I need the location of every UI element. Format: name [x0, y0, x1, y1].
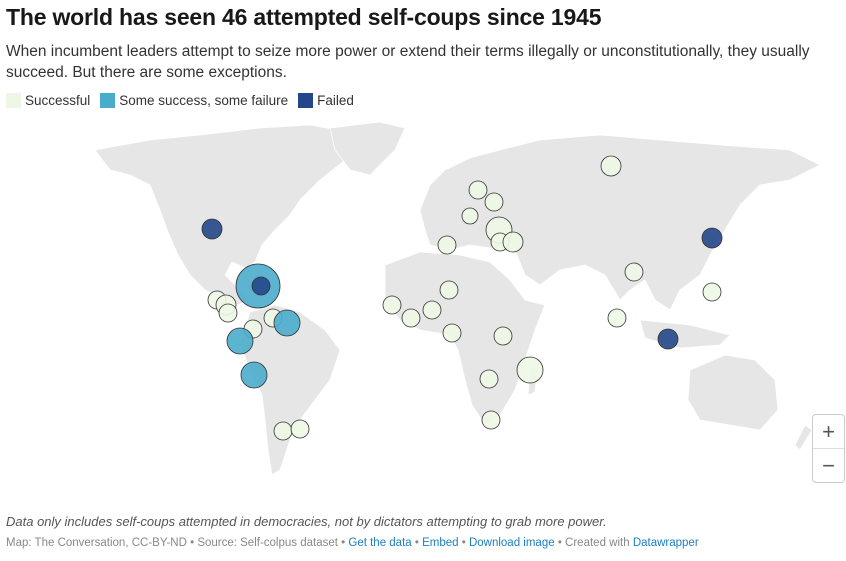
coup-marker-successful[interactable] [461, 207, 479, 225]
coup-marker-successful[interactable] [439, 280, 459, 300]
new-zealand [794, 424, 813, 451]
legend: Successful Some success, some failure Fa… [6, 93, 354, 108]
legend-item-mixed: Some success, some failure [100, 93, 288, 108]
southeast-asia-islands [639, 319, 731, 349]
footer: Map: The Conversation, CC-BY-ND • Source… [6, 537, 699, 549]
get-data-link[interactable]: Get the data [348, 537, 412, 549]
data-note: Data only includes self-coups attempted … [6, 514, 607, 529]
coup-marker-successful[interactable] [702, 282, 722, 302]
source: Source: Self-colpus dataset [197, 537, 338, 549]
africa [384, 251, 546, 426]
australia [687, 354, 779, 431]
coup-marker-failed[interactable] [201, 218, 223, 240]
zoom-in-button[interactable]: + [813, 415, 844, 449]
coup-marker-mixed[interactable] [273, 309, 301, 337]
legend-swatch [100, 93, 116, 108]
coup-marker-successful[interactable] [624, 262, 644, 282]
legend-swatch [6, 93, 21, 108]
coup-markers [201, 155, 723, 441]
coup-marker-successful[interactable] [479, 369, 499, 389]
coup-marker-successful[interactable] [502, 231, 524, 253]
legend-label: Failed [317, 93, 354, 108]
zoom-controls: + − [812, 414, 845, 483]
legend-label: Successful [25, 93, 91, 108]
datawrapper-link[interactable]: Datawrapper [632, 537, 699, 549]
coup-marker-successful[interactable] [442, 323, 462, 343]
legend-item-successful: Successful [6, 93, 90, 108]
chart-title: The world has seen 46 attempted self-cou… [6, 4, 602, 30]
coup-marker-successful[interactable] [481, 410, 501, 430]
greenland [329, 121, 406, 176]
coup-marker-successful[interactable] [401, 308, 421, 328]
credit: Map: The Conversation, CC-BY-ND [6, 537, 187, 549]
legend-swatch [298, 93, 314, 108]
coup-marker-failed[interactable] [657, 328, 679, 350]
coup-marker-successful[interactable] [290, 419, 310, 439]
embed-link[interactable]: Embed [422, 537, 459, 549]
legend-item-failed: Failed [298, 93, 354, 108]
coup-marker-successful[interactable] [382, 295, 402, 315]
coup-marker-successful[interactable] [484, 192, 504, 212]
coup-marker-failed[interactable] [251, 276, 271, 296]
world-map[interactable] [0, 118, 846, 508]
coup-marker-failed[interactable] [701, 227, 723, 249]
landmasses [94, 121, 821, 476]
download-image-link[interactable]: Download image [468, 537, 555, 549]
coup-marker-mixed[interactable] [226, 327, 254, 355]
zoom-out-button[interactable]: − [822, 452, 835, 478]
north-america [94, 124, 351, 306]
coup-marker-successful[interactable] [273, 421, 293, 441]
coup-marker-successful[interactable] [218, 303, 238, 323]
coup-marker-successful[interactable] [468, 180, 488, 200]
coup-marker-successful[interactable] [493, 326, 513, 346]
coup-marker-successful[interactable] [437, 235, 457, 255]
coup-marker-successful[interactable] [516, 356, 544, 384]
coup-marker-successful[interactable] [600, 155, 622, 177]
chart-description: When incumbent leaders attempt to seize … [6, 43, 810, 81]
coup-marker-mixed[interactable] [240, 361, 268, 389]
coup-marker-successful[interactable] [607, 308, 627, 328]
created-with: Created with [565, 537, 630, 549]
legend-label: Some success, some failure [119, 93, 289, 108]
coup-marker-successful[interactable] [422, 300, 442, 320]
